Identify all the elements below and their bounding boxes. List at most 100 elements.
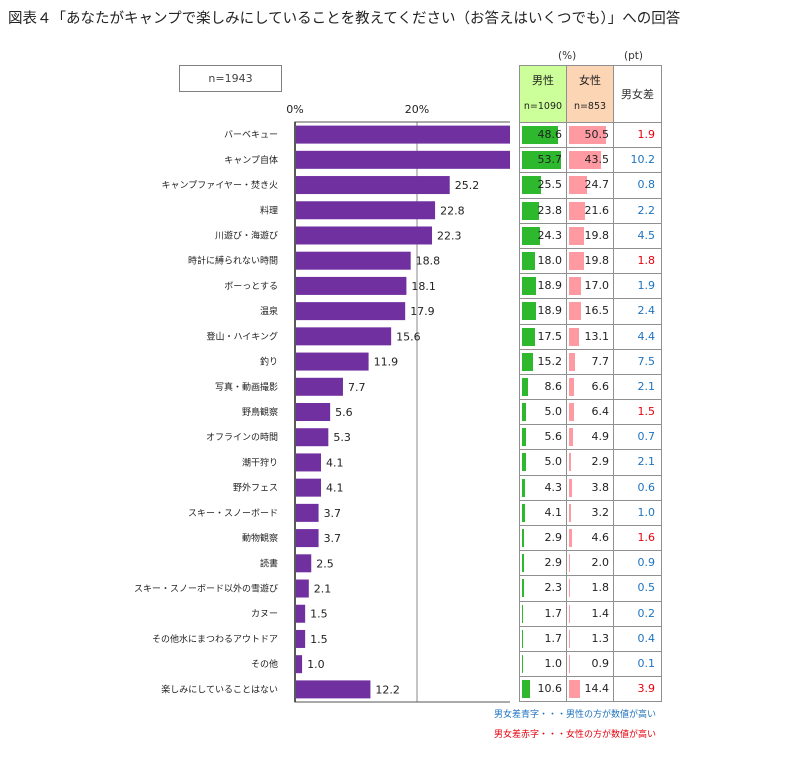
male-value: 4.1 [544, 505, 563, 519]
table-row: 2.9 2.0 0.9 [519, 550, 662, 577]
female-cell-inner: 2.0 [567, 551, 613, 575]
diff-cell: 1.5 [613, 399, 662, 426]
bar-value-label: 22.3 [437, 229, 462, 242]
note-blue: 男女差青字・・・男性の方が数値が高い [494, 710, 657, 720]
bar-value-label: 3.7 [324, 507, 342, 520]
x-tick-label: 20% [405, 103, 429, 116]
diff-cell-inner: 2.1 [614, 450, 661, 474]
female-bar [569, 327, 579, 346]
bar-value-label: 4.1 [326, 482, 344, 495]
category-label: 釣り [260, 356, 278, 368]
bar [296, 251, 411, 270]
table-row: 15.2 7.7 7.5 [519, 348, 662, 375]
male-sample-size: n=1090 [523, 101, 563, 112]
female-bar [569, 126, 607, 144]
female-cell-inner: 1.4 [567, 602, 613, 626]
female-bar [569, 201, 585, 220]
female-cell-inner: 4.6 [567, 526, 613, 550]
table-row: 5.6 4.9 0.7 [519, 424, 662, 451]
male-bar [522, 604, 524, 623]
male-cell: 5.0 [519, 449, 567, 476]
bar-value-label: 2.5 [316, 557, 334, 570]
male-cell: 18.9 [519, 298, 567, 325]
diff-cell: 1.9 [613, 273, 662, 300]
male-value: 8.6 [544, 379, 563, 393]
table-row: 53.7 43.5 10.2 [519, 147, 662, 174]
diff-cell: 1.6 [613, 524, 662, 552]
male-value: 24.3 [537, 228, 563, 242]
diff-value: 2.1 [637, 455, 656, 469]
bar [296, 680, 371, 699]
male-bar [522, 277, 536, 296]
bar-value-label: 22.8 [440, 204, 465, 217]
female-value: 19.8 [584, 253, 610, 267]
female-cell: 6.4 [566, 399, 614, 426]
diff-cell: 7.5 [613, 348, 662, 375]
male-bar [522, 151, 562, 170]
bar-value-label: 7.7 [348, 381, 366, 394]
female-value: 4.6 [591, 531, 610, 544]
female-value: 17.0 [584, 279, 610, 293]
female-value: 2.0 [591, 556, 610, 570]
diff-cell-inner: 0.4 [614, 627, 661, 651]
male-value: 15.2 [537, 354, 563, 368]
male-cell: 1.0 [519, 650, 567, 678]
female-value: 16.5 [584, 304, 610, 318]
diff-cell-inner: 0.1 [614, 652, 661, 676]
male-cell: 18.9 [519, 273, 567, 300]
female-bar [569, 604, 571, 623]
diff-value: 0.9 [637, 556, 656, 570]
table-row: 18.0 19.8 1.8 [519, 247, 662, 275]
female-value: 7.7 [591, 354, 610, 368]
diff-cell-inner: 1.0 [614, 501, 661, 525]
male-bar [522, 302, 536, 321]
diff-cell: 4.5 [613, 222, 662, 249]
female-cell: 4.6 [566, 524, 614, 552]
female-value: 3.2 [591, 505, 610, 519]
female-cell-inner: 6.6 [567, 375, 613, 399]
table-row: 8.6 6.6 2.1 [519, 373, 662, 401]
bar-value-label: 5.6 [335, 406, 353, 419]
male-value: 1.7 [544, 631, 563, 645]
female-bar [569, 579, 571, 598]
table-row: 1.7 1.3 0.4 [519, 625, 662, 652]
gender-table: 男性 n=1090 女性 n=853 男女差 48.6 50.5 1.9 53.7 43… [519, 65, 662, 703]
diff-cell-inner: 1.8 [614, 249, 661, 273]
female-cell-inner: 24.7 [567, 173, 613, 197]
female-cell: 2.0 [566, 550, 614, 577]
male-cell-inner: 17.5 [520, 325, 566, 349]
bar [296, 327, 392, 346]
male-bar [522, 176, 541, 195]
female-value: 21.6 [584, 203, 610, 217]
bar [296, 226, 433, 245]
male-bar [522, 327, 535, 346]
bar-value-label: 18.1 [411, 280, 436, 293]
male-value: 2.9 [544, 556, 563, 570]
category-label: 登山・ハイキング [206, 330, 278, 342]
diff-cell: 0.9 [613, 550, 662, 577]
table-row: 2.3 1.8 0.5 [519, 575, 662, 602]
female-value: 6.4 [591, 405, 610, 419]
female-cell-inner: 1.8 [567, 576, 613, 600]
diff-value: 0.8 [637, 178, 656, 192]
diff-cell: 2.2 [613, 197, 662, 224]
male-bar [522, 251, 536, 270]
male-bar [522, 352, 534, 371]
diff-value: 0.7 [637, 430, 656, 444]
table-row: 4.1 3.2 1.0 [519, 499, 662, 527]
female-value: 19.8 [584, 228, 610, 242]
male-cell: 17.5 [519, 323, 567, 350]
female-bar [569, 403, 574, 422]
diff-cell-inner: 4.4 [614, 325, 661, 349]
female-cell: 0.9 [566, 650, 614, 678]
male-value: 2.9 [544, 531, 563, 544]
male-value: 4.3 [544, 480, 563, 494]
diff-cell-inner: 0.5 [614, 576, 661, 600]
female-cell: 7.7 [566, 348, 614, 375]
male-bar [522, 554, 525, 573]
male-bar [522, 377, 529, 396]
table-row: 1.7 1.4 0.2 [519, 600, 662, 627]
table-row: 24.3 19.8 4.5 [519, 222, 662, 249]
male-header-label: 男性 [532, 74, 554, 87]
male-value: 25.5 [537, 178, 563, 192]
